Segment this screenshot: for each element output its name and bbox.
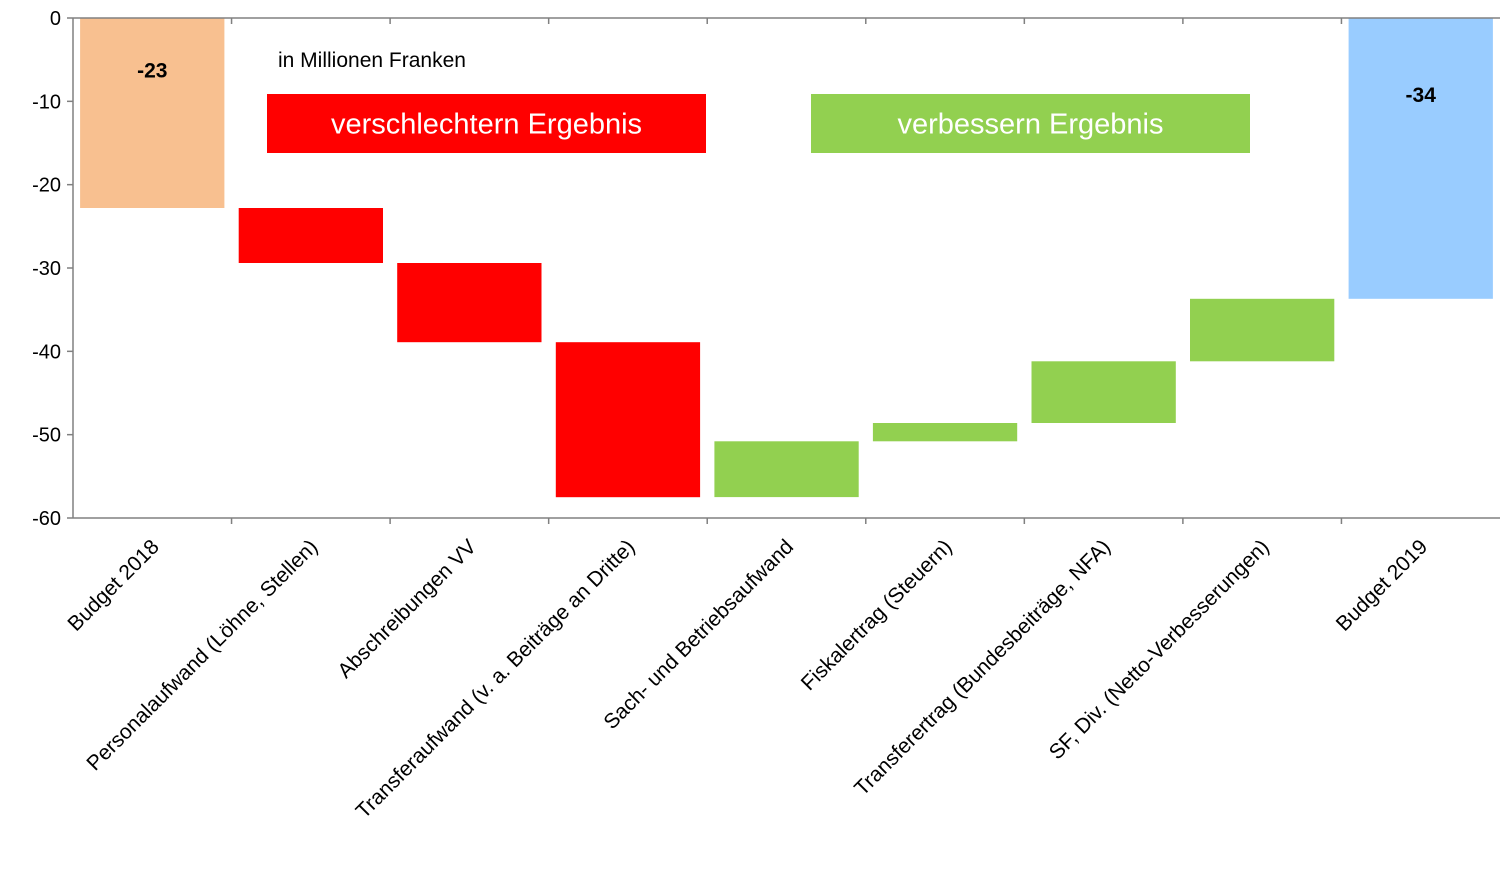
y-tick-label-3: -30 xyxy=(32,258,61,280)
bars-layer xyxy=(80,18,1493,498)
category-label-6: Fiskalertrag (Steuern) xyxy=(797,535,957,695)
legend-box-1 xyxy=(267,94,706,153)
category-label-4: Transferaufwand (v. a. Beiträge an Dritt… xyxy=(352,535,640,823)
y-tick-label-0: 0 xyxy=(50,8,61,30)
bar-7 xyxy=(1031,361,1176,423)
y-tick-label-4: -40 xyxy=(32,341,61,363)
category-label-3: Abschreibungen VV xyxy=(333,535,481,683)
legend-box-2 xyxy=(811,94,1250,153)
bar-6 xyxy=(872,423,1018,442)
y-tick-label-2: -20 xyxy=(32,175,61,197)
bar-9 xyxy=(1348,18,1493,299)
category-label-1: Budget 2018 xyxy=(63,535,163,635)
category-label-7: Transferertrag (Bundesbeiträge, NFA) xyxy=(850,535,1115,800)
data-label-9: -34 xyxy=(1406,84,1437,107)
bar-1 xyxy=(80,18,225,208)
legend-layer: verschlechtern Ergebnis verbessern Ergebn… xyxy=(267,94,1250,153)
y-tick-label-1: -10 xyxy=(32,91,61,113)
bar-5 xyxy=(714,441,859,498)
bar-3 xyxy=(397,263,542,343)
category-label-5: Sach- und Betriebsaufwand xyxy=(599,535,798,734)
bar-4 xyxy=(555,342,701,498)
bar-2 xyxy=(238,208,383,263)
category-label-9: Budget 2019 xyxy=(1332,535,1432,635)
legend-label-1: verschlechtern Ergebnis xyxy=(331,109,642,141)
data-label-1: -23 xyxy=(137,59,167,82)
y-tick-label-5: -50 xyxy=(32,425,61,447)
y-tick-label-6: -60 xyxy=(32,508,61,530)
unit-note: in Millionen Franken xyxy=(278,49,466,72)
bar-8 xyxy=(1190,298,1335,362)
labels-layer: -23 -34 xyxy=(137,59,1436,107)
legend-label-2: verbessern Ergebnis xyxy=(898,109,1164,141)
